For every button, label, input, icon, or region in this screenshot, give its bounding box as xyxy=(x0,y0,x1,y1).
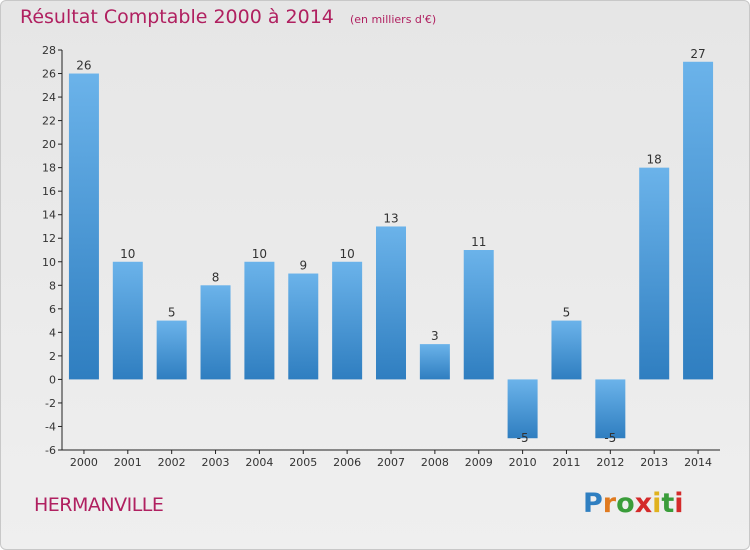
data-label: 10 xyxy=(339,247,354,261)
logo-letter: x xyxy=(634,488,653,519)
x-tick-label: 2002 xyxy=(158,456,186,469)
data-label: 18 xyxy=(647,153,662,167)
x-tick-label: 2013 xyxy=(640,456,668,469)
y-tick-label: 24 xyxy=(42,91,56,104)
data-label: -5 xyxy=(604,431,616,445)
bar xyxy=(244,261,275,380)
x-tick-label: 2014 xyxy=(684,456,712,469)
y-tick-label: 6 xyxy=(49,303,56,316)
x-tick-label: 2000 xyxy=(70,456,98,469)
logo-letter: t xyxy=(661,488,675,519)
y-tick-label: 20 xyxy=(42,138,56,151)
y-tick-label: -2 xyxy=(45,397,56,410)
bar xyxy=(595,379,626,439)
town-name: HERMANVILLE xyxy=(34,494,164,516)
bar xyxy=(200,285,231,380)
bar xyxy=(463,250,494,380)
y-tick-label: 26 xyxy=(42,68,56,81)
bar xyxy=(507,379,538,439)
logo-letter: i xyxy=(674,488,684,519)
data-label: 10 xyxy=(120,247,135,261)
logo-letter: o xyxy=(616,488,635,519)
chart-title: Résultat Comptable 2000 à 2014 (en milli… xyxy=(20,6,436,28)
y-tick-label: 12 xyxy=(42,232,56,245)
logo-letter: P xyxy=(583,488,603,519)
y-tick-label: 16 xyxy=(42,185,56,198)
data-label: 5 xyxy=(168,306,176,320)
y-tick-label: 8 xyxy=(49,279,56,292)
x-tick-label: 2007 xyxy=(377,456,405,469)
chart-subtitle: (en milliers d'€) xyxy=(349,13,437,26)
bar xyxy=(683,61,714,380)
bar xyxy=(419,344,450,380)
y-tick-label: 22 xyxy=(42,115,56,128)
data-label: -5 xyxy=(517,431,529,445)
x-tick-label: 2010 xyxy=(509,456,537,469)
data-label: 9 xyxy=(299,259,307,273)
x-tick-label: 2003 xyxy=(202,456,230,469)
y-tick-label: 0 xyxy=(49,373,56,386)
data-label: 3 xyxy=(431,329,439,343)
bar xyxy=(332,261,363,380)
y-tick-label: 28 xyxy=(42,44,56,57)
bar xyxy=(639,167,670,380)
logo-letter: r xyxy=(602,488,617,519)
data-label: 11 xyxy=(471,235,486,249)
data-label: 27 xyxy=(690,47,705,61)
data-label: 8 xyxy=(212,270,220,284)
data-label: 26 xyxy=(76,59,91,73)
y-tick-label: 18 xyxy=(42,162,56,175)
bar xyxy=(156,320,187,380)
y-tick-label: -6 xyxy=(45,444,56,457)
data-label: 5 xyxy=(563,306,571,320)
x-tick-label: 2001 xyxy=(114,456,142,469)
bar xyxy=(112,261,143,380)
x-tick-label: 2008 xyxy=(421,456,449,469)
y-tick-label: -4 xyxy=(45,420,56,433)
bar xyxy=(68,73,99,380)
data-label: 13 xyxy=(383,211,398,225)
data-label: 10 xyxy=(252,247,267,261)
y-tick-label: 14 xyxy=(42,209,56,222)
x-tick-label: 2005 xyxy=(289,456,317,469)
y-tick-label: 2 xyxy=(49,350,56,363)
logo-letter: i xyxy=(652,488,662,519)
bar xyxy=(288,273,319,380)
x-tick-label: 2011 xyxy=(552,456,580,469)
bar xyxy=(376,226,406,380)
chart-title-text: Résultat Comptable 2000 à 2014 xyxy=(20,6,334,28)
y-tick-label: 10 xyxy=(42,256,56,269)
bar xyxy=(551,320,582,380)
x-tick-label: 2012 xyxy=(596,456,624,469)
y-tick-label: 4 xyxy=(49,326,56,339)
proxiti-logo: Proxiti xyxy=(583,488,684,519)
x-tick-label: 2009 xyxy=(465,456,493,469)
x-tick-label: 2004 xyxy=(245,456,273,469)
x-tick-label: 2006 xyxy=(333,456,361,469)
